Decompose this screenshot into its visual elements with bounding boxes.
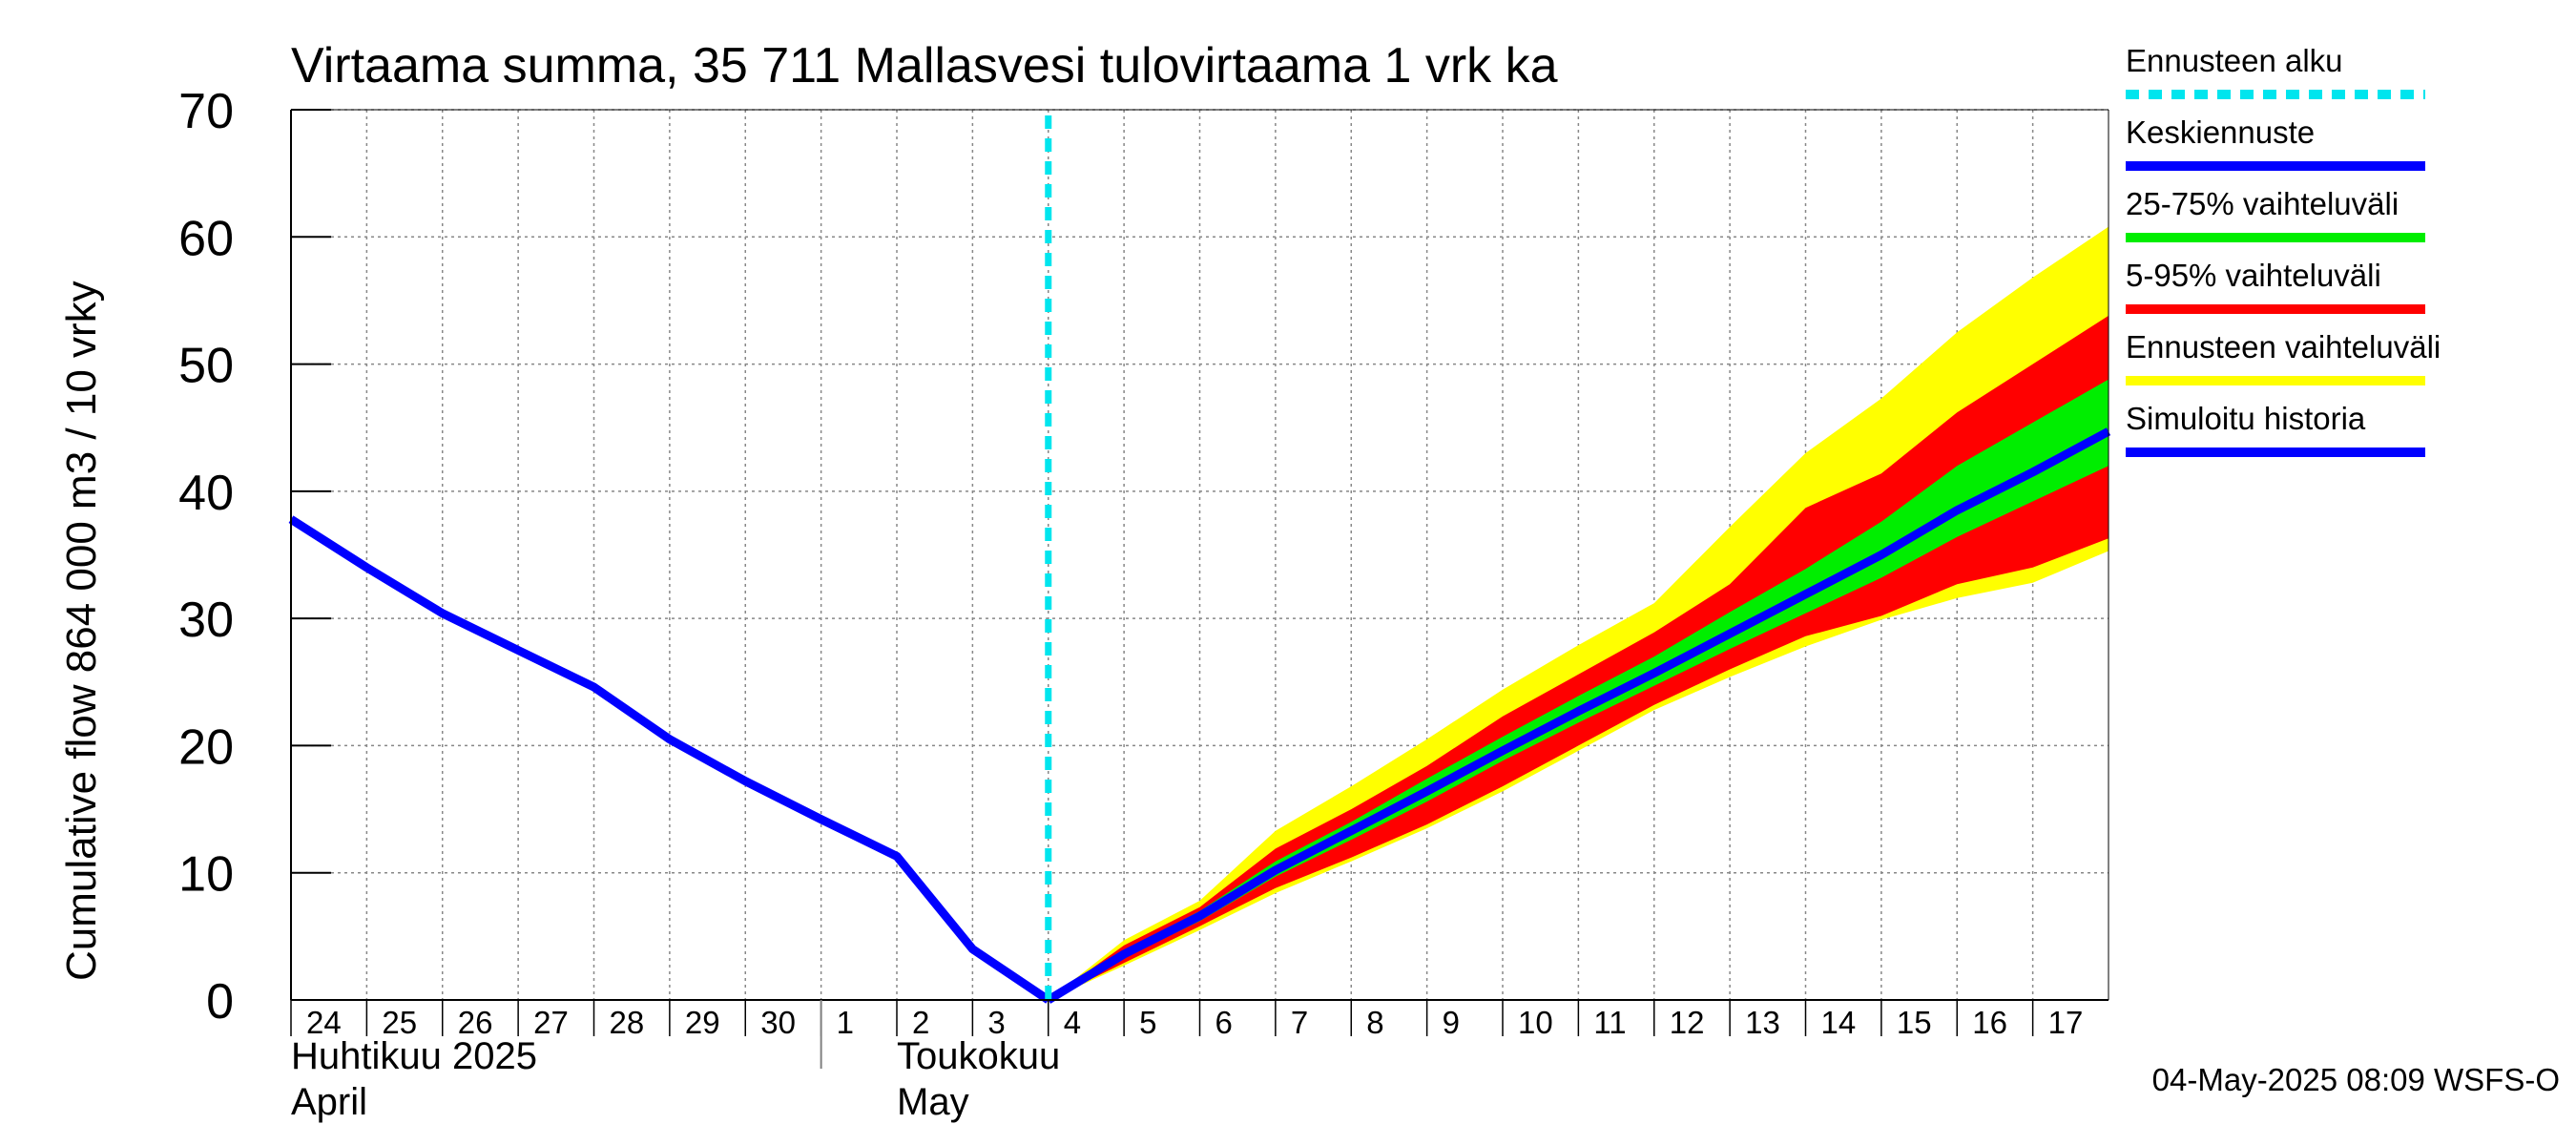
legend-label: 25-75% vaihteluväli xyxy=(2126,186,2399,221)
legend-label: 5-95% vaihteluväli xyxy=(2126,258,2381,293)
x-tick-label: 4 xyxy=(1064,1005,1081,1040)
y-tick-label: 50 xyxy=(178,339,234,394)
legend: Ennusteen alku Keskiennuste 25-75% vaihtel… xyxy=(2126,43,2441,457)
x-tick-label: 30 xyxy=(760,1005,796,1040)
y-tick-label: 10 xyxy=(178,847,234,903)
series-layer xyxy=(288,115,2111,1004)
series-simulated-history xyxy=(288,515,1051,1004)
month-label: Huhtikuu 2025 xyxy=(291,1035,537,1077)
x-tick-label: 27 xyxy=(533,1005,569,1040)
x-tick-label: 26 xyxy=(458,1005,493,1040)
x-tick-label: 17 xyxy=(2048,1005,2084,1040)
series-median-forecast xyxy=(1046,427,2111,1004)
legend-label: Simuloitu historia xyxy=(2126,401,2366,436)
x-tick-label: 14 xyxy=(1821,1005,1857,1040)
x-tick-label: 10 xyxy=(1518,1005,1553,1040)
legend-label: Keskiennuste xyxy=(2126,114,2315,150)
chart-title: Virtaama summa, 35 711 Mallasvesi tulovi… xyxy=(291,38,1558,94)
x-tick-label: 25 xyxy=(382,1005,417,1040)
x-tick-label: 2 xyxy=(912,1005,929,1040)
x-tick-label: 7 xyxy=(1291,1005,1308,1040)
y-tick-label: 30 xyxy=(178,593,234,648)
legend-label: Ennusteen alku xyxy=(2126,43,2343,78)
x-tick-label: 12 xyxy=(1670,1005,1705,1040)
x-tick-label: 8 xyxy=(1366,1005,1383,1040)
month-label-english: May xyxy=(897,1081,969,1123)
month-label-english: April xyxy=(291,1081,367,1123)
y-tick-label: 60 xyxy=(178,211,234,266)
band-25-75 xyxy=(1048,379,2109,1001)
y-tick-label: 0 xyxy=(206,974,234,1030)
x-tick-label: 3 xyxy=(987,1005,1005,1040)
legend-label: Ennusteen vaihteluväli xyxy=(2126,329,2441,364)
x-tick-label: 24 xyxy=(306,1005,342,1040)
x-tick-label: 29 xyxy=(685,1005,720,1040)
band-5-95 xyxy=(1048,315,2109,1000)
month-label: Toukokuu xyxy=(897,1035,1060,1077)
band-forecast-range xyxy=(1048,226,2109,1001)
x-tick-label: 16 xyxy=(1972,1005,2007,1040)
x-tick-label: 6 xyxy=(1215,1005,1233,1040)
y-tick-label: 40 xyxy=(178,466,234,521)
y-axis-label: Cumulative flow 864 000 m3 / 10 vrky xyxy=(58,281,105,981)
x-tick-label: 9 xyxy=(1443,1005,1460,1040)
x-tick-label: 1 xyxy=(837,1005,854,1040)
x-tick-label: 13 xyxy=(1745,1005,1780,1040)
x-tick-label: 15 xyxy=(1897,1005,1932,1040)
x-tick-label: 11 xyxy=(1593,1005,1626,1040)
y-tick-label: 20 xyxy=(178,719,234,775)
y-tick-label: 70 xyxy=(178,84,234,139)
x-tick-label: 5 xyxy=(1139,1005,1156,1040)
x-tick-label: 28 xyxy=(610,1005,645,1040)
footer-timestamp: 04-May-2025 08:09 WSFS-O xyxy=(2152,1062,2560,1097)
